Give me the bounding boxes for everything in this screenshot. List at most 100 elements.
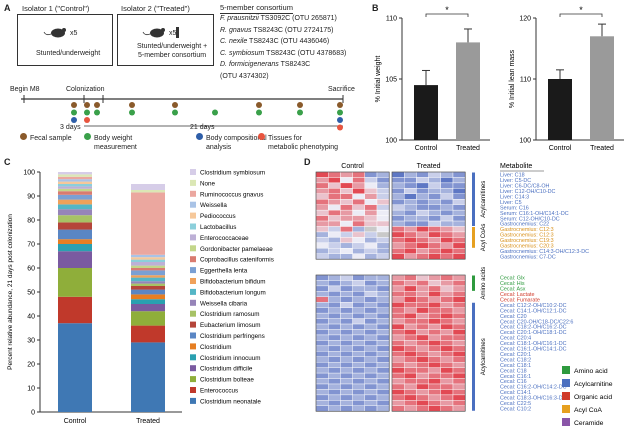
metabolite-label: Cecal: C20:1 [500,352,531,358]
heatmap-cell [452,383,466,390]
heatmap-cell [416,182,429,189]
heatmap-cell [328,220,341,227]
heatmap-cell [352,231,365,238]
heatmap-cell [428,188,441,195]
heatmap-cell [428,171,441,178]
heatmap-cell [364,171,378,178]
heatmap-cell [428,296,441,303]
legend-swatch [190,387,196,393]
heatmap-cell [352,345,365,352]
legend-label: Coprobacillus cateniformis [200,257,274,264]
heatmap-cell [376,242,390,249]
heatmap-cell [352,226,365,233]
heatmap-cell [376,285,390,292]
legend-label: Clostridium difficile [200,366,253,373]
heatmap-cell [416,378,429,385]
legend-label: Enterococcus [200,388,238,395]
heatmap-cell [452,361,466,368]
heatmap-cell [428,280,441,287]
legend-label: Fecal sample [30,135,72,142]
heatmap-cell [328,242,341,249]
y-tick-label: 20 [27,362,35,369]
legend-swatch [190,321,196,328]
heatmap-cell [403,242,417,249]
y-tick-label: 70 [27,242,35,249]
heatmap-cell [440,372,454,379]
heatmap-cell [391,237,405,244]
multiplier-2: x5 [169,30,177,37]
heatmap-cell [315,405,329,412]
label-3-days: 3 days [60,124,81,131]
heatmap-cell [328,291,341,298]
heatmap-cell [376,248,390,254]
stack-segment [131,299,165,304]
heatmap-cell [416,361,429,368]
legend-dot [196,133,203,140]
heatmap-cell [391,323,405,330]
heatmap-cell [364,400,378,407]
legend-swatch [190,234,196,241]
heatmap-cell [452,367,466,374]
bar-chart-weight: 100 105 110 % Initial weight Control Treated * [375,5,490,152]
species-name: C. nexile [220,38,248,45]
heatmap-cell [376,367,390,374]
heatmap-cell [328,307,341,314]
consortium-member: C. symbiosum TS8243C (OTU 4378683) [220,50,346,57]
heatmap-cell [428,182,441,189]
heatmap-cell [315,296,329,303]
heatmap-cell [376,177,390,184]
heatmap-cell [376,291,390,298]
heatmap-cell [428,389,441,396]
metabolite-label: Liver: C12-OH/C10-DC [500,189,556,195]
heatmap-cell [315,199,329,205]
heatmap-cell [452,199,466,205]
heatmap-cell [328,372,341,379]
heatmap-cell [440,274,454,281]
heatmap-cell [328,182,341,189]
heatmap-cell [376,372,390,379]
heatmap-cell [428,274,441,281]
metabolite-label: Liver: C6-DC/C8-OH [500,184,550,190]
heatmap-cell [452,253,466,260]
metabolite-label: Cecal: C18:3-OH/C16:3-DC [500,396,567,402]
heatmap-cell [428,253,441,260]
heatmap-cell [340,323,353,330]
timeline-dot [337,124,343,131]
legend-label: Ceramide [574,420,604,427]
timeline-dot [256,102,262,108]
legend-label: Tissues for metabolic phenotyping [268,135,339,151]
legend-swatch [190,201,196,208]
y-tick-label: 30 [27,338,35,345]
heatmap-cell [440,177,454,184]
timeline-dot [84,102,90,108]
stack-segment [131,289,165,295]
heatmap-cell [328,285,341,292]
metabolite-label: Gastrocnemius: C22 [500,222,549,228]
panel-label-d: D [304,157,311,167]
heatmap-cell [391,361,405,368]
heatmap-cell [416,193,429,200]
stack-segment [58,176,92,180]
metabolite-label: Cecal: C14:1 [500,390,531,396]
heatmap-cell [440,356,454,363]
heatmap-cell [440,318,454,325]
heatmap-cell [391,312,405,319]
heatmap-cell [452,307,466,314]
heatmap-cell [328,204,341,211]
heatmap-cell [315,340,329,347]
heatmap-cell [452,394,466,401]
heatmap-cell [352,274,365,281]
heatmap-cell [416,209,429,216]
heatmap-cell [340,291,353,298]
heatmap-cell [328,253,341,260]
heatmap-cell [364,215,378,222]
heatmap-cell [352,351,365,357]
heatmap-cell [352,389,365,396]
heatmap-cell [364,220,378,227]
legend-label: Clostridium symbiosum [200,170,265,177]
metabolite-label: Cecal: C18 [500,368,527,374]
heatmap-cell [416,291,429,298]
heatmap-cell [428,340,441,347]
legend-swatch [190,332,196,339]
